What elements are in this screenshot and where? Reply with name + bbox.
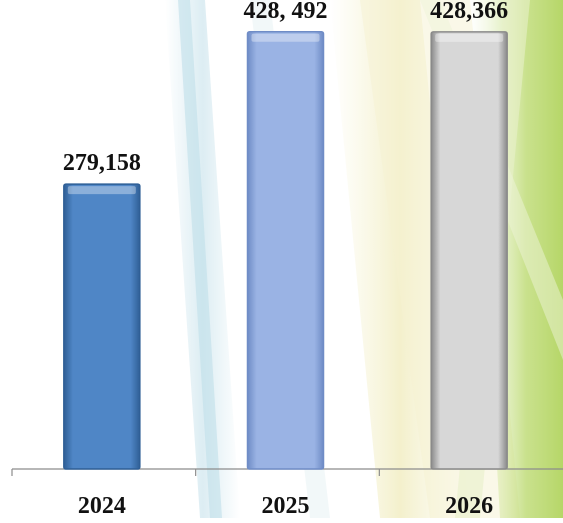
data-label-2024: 279,158 bbox=[63, 150, 141, 176]
x-tick-label-2024: 2024 bbox=[78, 493, 126, 518]
data-label-2025: 428, 492 bbox=[244, 0, 328, 24]
data-label-2026: 428,366 bbox=[430, 0, 508, 24]
x-tick-label-2025: 2025 bbox=[262, 493, 310, 518]
x-tick-label-2026: 2026 bbox=[445, 493, 493, 518]
bar-2024 bbox=[63, 183, 141, 470]
bar-2025 bbox=[246, 30, 325, 470]
bar-highlight-2025 bbox=[251, 33, 320, 42]
bar-highlight-2026 bbox=[435, 33, 504, 42]
bar-highlight-2024 bbox=[67, 186, 136, 195]
bar-2026 bbox=[430, 31, 508, 470]
